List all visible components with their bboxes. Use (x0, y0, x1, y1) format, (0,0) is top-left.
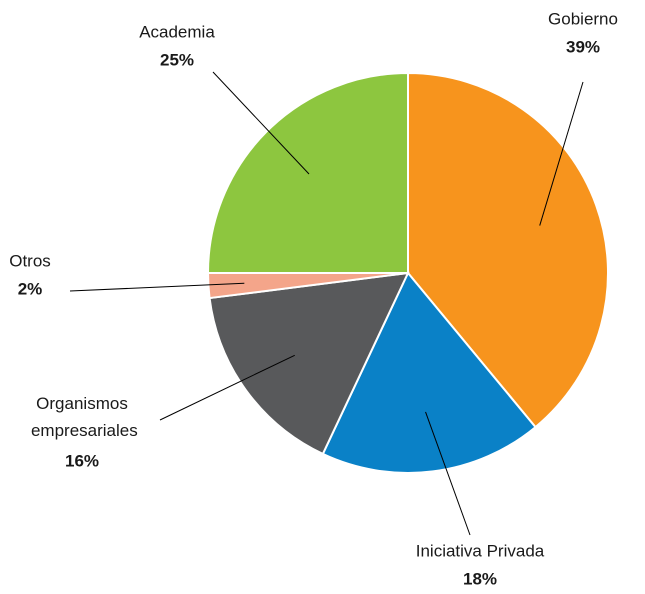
slice-label: Gobierno (548, 9, 618, 28)
slice-value-label: 2% (18, 279, 43, 298)
leader-line (69, 282, 245, 292)
slice-label: Organismos empresariales (26, 394, 138, 440)
slice-label: Academia (139, 22, 215, 41)
leader-line (425, 411, 471, 536)
leader-line (539, 81, 584, 226)
slice-value-label: 18% (463, 569, 497, 588)
pie-slice (321, 271, 537, 474)
slice-label: Iniciativa Privada (416, 541, 545, 560)
slice-value-label: 16% (65, 451, 99, 470)
slice-value-label: 25% (160, 50, 194, 69)
leader-line (212, 71, 310, 175)
pie-slice (407, 71, 609, 429)
slice-value-label: 39% (566, 37, 600, 56)
slice-label: Otros (9, 251, 51, 270)
leader-line (159, 354, 295, 421)
pie-slice (208, 271, 410, 456)
